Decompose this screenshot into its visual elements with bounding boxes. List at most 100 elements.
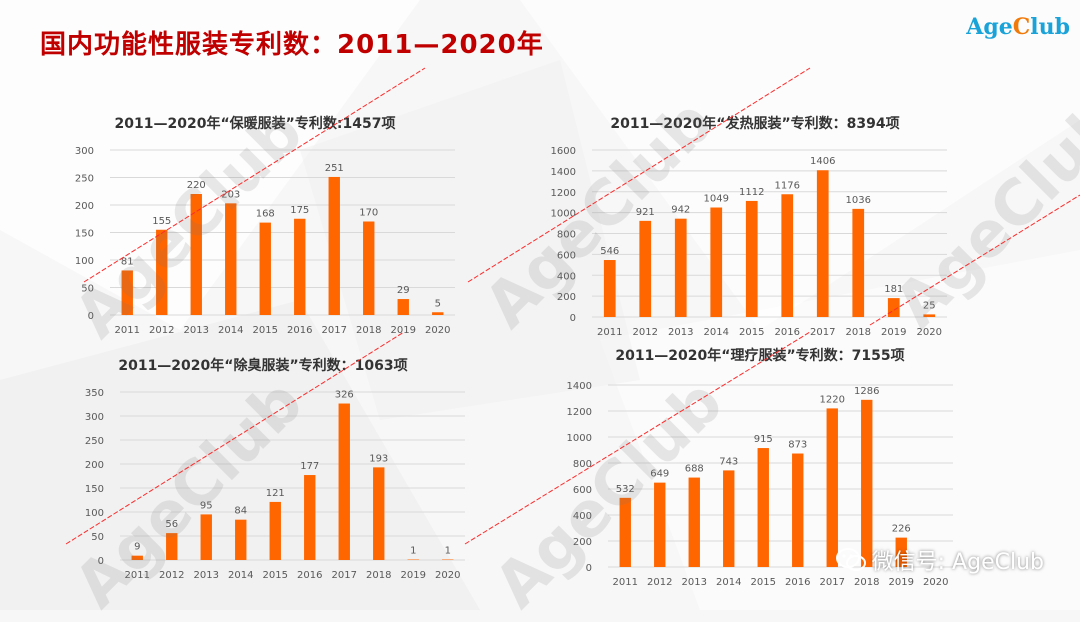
y-tick-label: 100 bbox=[75, 256, 94, 267]
bar bbox=[675, 219, 687, 317]
bar bbox=[235, 520, 246, 560]
y-tick-label: 200 bbox=[75, 201, 94, 212]
x-tick-label: 2016 bbox=[785, 577, 810, 588]
bar bbox=[746, 201, 758, 317]
data-label: 915 bbox=[754, 434, 773, 445]
bar bbox=[339, 404, 350, 560]
x-tick-label: 2018 bbox=[846, 327, 871, 338]
ageclub-logo: AgeClub bbox=[966, 14, 1070, 40]
data-label: 326 bbox=[335, 390, 354, 401]
data-label: 1406 bbox=[810, 156, 835, 167]
data-label: 1049 bbox=[704, 194, 729, 205]
x-tick-label: 2012 bbox=[633, 327, 658, 338]
y-tick-label: 200 bbox=[85, 460, 104, 471]
logo-prefix: Age bbox=[966, 14, 1012, 40]
bar bbox=[260, 223, 271, 315]
data-label: 226 bbox=[892, 524, 911, 535]
x-tick-label: 2020 bbox=[923, 577, 948, 588]
x-tick-label: 2014 bbox=[704, 327, 729, 338]
data-label: 873 bbox=[788, 440, 807, 451]
bar bbox=[852, 209, 864, 317]
x-tick-label: 2016 bbox=[775, 327, 800, 338]
x-tick-label: 2011 bbox=[613, 577, 638, 588]
data-label: 168 bbox=[256, 209, 275, 220]
bar bbox=[758, 448, 769, 567]
bar bbox=[294, 219, 305, 315]
x-tick-label: 2016 bbox=[287, 325, 312, 336]
x-tick-label: 2013 bbox=[184, 325, 209, 336]
data-label: 175 bbox=[290, 205, 309, 216]
data-label: 177 bbox=[300, 461, 319, 472]
data-label: 121 bbox=[266, 488, 285, 499]
data-label: 1220 bbox=[820, 394, 845, 405]
data-label: 193 bbox=[369, 453, 388, 464]
x-tick-label: 2014 bbox=[228, 570, 253, 581]
page-title: 国内功能性服装专利数：2011—2020年 bbox=[40, 24, 544, 61]
bar bbox=[329, 177, 340, 315]
y-tick-label: 1200 bbox=[567, 407, 592, 418]
chart-title: 2011—2020年“理疗服装”专利数：7155项 bbox=[615, 347, 904, 364]
x-tick-label: 2015 bbox=[751, 577, 776, 588]
x-tick-label: 2012 bbox=[149, 325, 174, 336]
data-label: 5 bbox=[435, 298, 441, 309]
x-tick-label: 2014 bbox=[218, 325, 243, 336]
x-tick-label: 2016 bbox=[297, 570, 322, 581]
y-tick-label: 300 bbox=[75, 146, 94, 157]
data-label: 84 bbox=[234, 506, 247, 517]
y-tick-label: 1000 bbox=[567, 433, 592, 444]
x-tick-label: 2018 bbox=[366, 570, 391, 581]
bar bbox=[398, 299, 409, 315]
y-tick-label: 0 bbox=[570, 313, 576, 324]
wechat-footer: 微信号: AgeClub bbox=[836, 544, 1044, 576]
x-tick-label: 2019 bbox=[889, 577, 914, 588]
y-tick-label: 150 bbox=[75, 229, 94, 240]
data-label: 942 bbox=[671, 205, 690, 216]
y-tick-label: 250 bbox=[75, 174, 94, 185]
x-tick-label: 2012 bbox=[647, 577, 672, 588]
wechat-icon bbox=[836, 547, 866, 573]
bar bbox=[792, 454, 803, 567]
x-tick-label: 2017 bbox=[332, 570, 357, 581]
bar bbox=[304, 475, 315, 560]
y-tick-label: 1600 bbox=[551, 146, 576, 157]
x-tick-label: 2015 bbox=[253, 325, 278, 336]
data-label: 1112 bbox=[739, 187, 764, 198]
bar bbox=[270, 502, 281, 560]
x-tick-label: 2013 bbox=[194, 570, 219, 581]
bar bbox=[723, 470, 734, 567]
x-tick-label: 2017 bbox=[810, 327, 835, 338]
x-tick-label: 2018 bbox=[854, 577, 879, 588]
x-tick-label: 2015 bbox=[739, 327, 764, 338]
bar bbox=[817, 170, 829, 317]
bar bbox=[639, 221, 651, 317]
x-tick-label: 2014 bbox=[716, 577, 741, 588]
y-tick-label: 150 bbox=[85, 484, 104, 495]
logo-suffix: lub bbox=[1030, 14, 1070, 40]
x-tick-label: 2013 bbox=[668, 327, 693, 338]
x-tick-label: 2013 bbox=[682, 577, 707, 588]
y-tick-label: 1400 bbox=[551, 167, 576, 178]
data-label: 1 bbox=[445, 546, 451, 557]
data-label: 1 bbox=[410, 546, 416, 557]
y-tick-label: 1400 bbox=[567, 381, 592, 392]
x-tick-label: 2017 bbox=[820, 577, 845, 588]
y-tick-label: 300 bbox=[85, 412, 104, 423]
y-tick-label: 250 bbox=[85, 436, 104, 447]
x-tick-label: 2019 bbox=[391, 325, 416, 336]
bar bbox=[781, 194, 793, 317]
bar bbox=[710, 208, 722, 317]
data-label: 743 bbox=[719, 456, 738, 467]
x-tick-label: 2012 bbox=[159, 570, 184, 581]
bar bbox=[604, 260, 616, 317]
x-tick-label: 2018 bbox=[356, 325, 381, 336]
wechat-label: 微信号: AgeClub bbox=[872, 544, 1044, 576]
bar bbox=[373, 467, 384, 560]
data-label: 1286 bbox=[854, 386, 879, 397]
data-label: 1036 bbox=[846, 195, 871, 206]
data-label: 1176 bbox=[775, 180, 800, 191]
bar bbox=[432, 312, 443, 315]
y-tick-label: 350 bbox=[85, 388, 104, 399]
y-tick-label: 100 bbox=[85, 508, 104, 519]
data-label: 251 bbox=[325, 163, 344, 174]
data-label: 29 bbox=[397, 285, 410, 296]
